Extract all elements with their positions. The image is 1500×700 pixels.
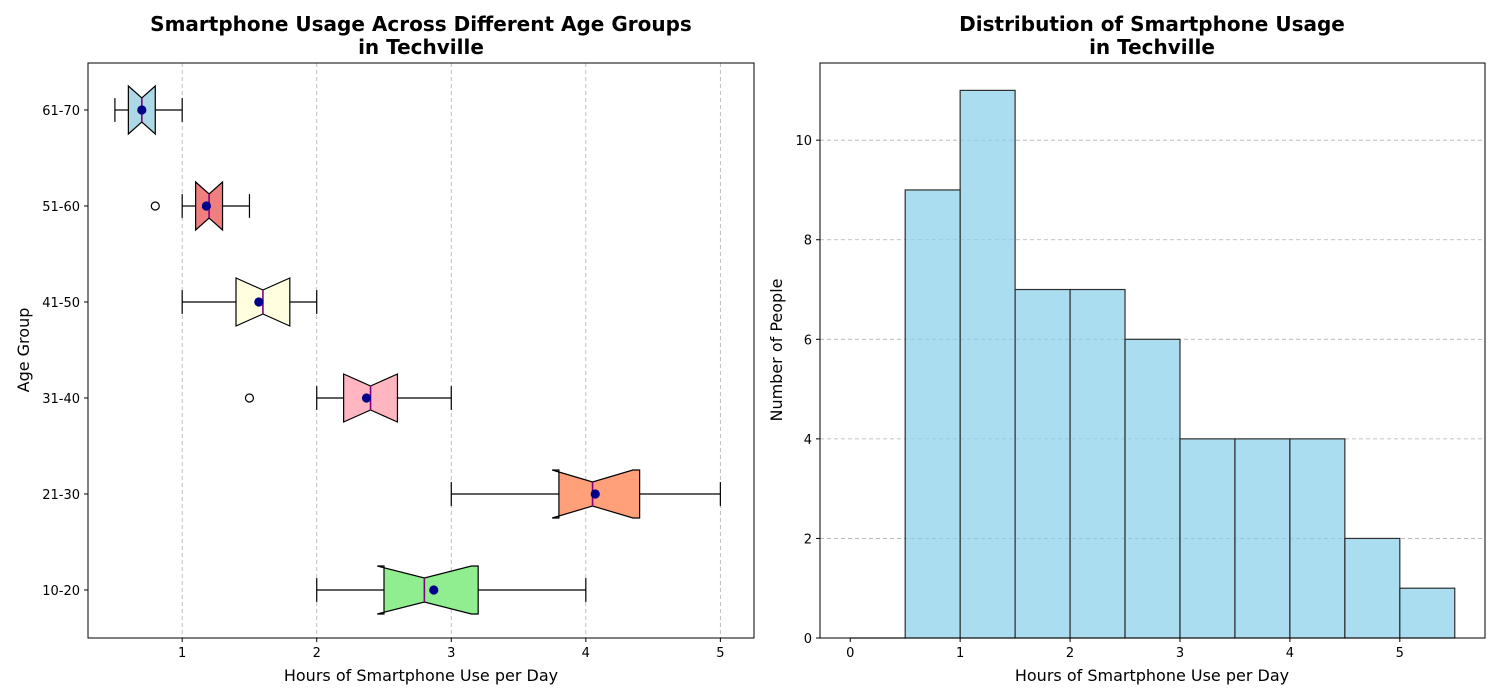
boxplot-y-axis-label: Age Group — [14, 308, 33, 393]
histogram-y-tick-label: 2 — [804, 532, 812, 547]
histogram-bar — [1344, 537, 1401, 639]
boxplot-marks — [114, 84, 721, 615]
boxplot-y-tick-label: 61-70 — [42, 104, 80, 119]
mean-marker — [429, 585, 439, 595]
histogram-x-tick-label: 5 — [1396, 646, 1404, 661]
boxplot-y-tick-label: 41-50 — [42, 296, 80, 311]
histogram-x-tick-label: 1 — [956, 646, 964, 661]
boxplot-chart: Smartphone Usage Across Different Age Gr… — [14, 12, 755, 685]
boxplot-x-axis-label: Hours of Smartphone Use per Day — [284, 666, 558, 685]
histogram-bar — [1069, 288, 1126, 639]
boxplot-x-tick-label: 3 — [447, 646, 455, 661]
histogram-x-tick-label: 4 — [1286, 646, 1294, 661]
mean-marker — [254, 297, 264, 307]
box-10-20 — [377, 565, 479, 615]
histogram-title-line-1: Distribution of Smartphone Usage — [959, 12, 1345, 36]
outlier-point — [150, 201, 160, 211]
outlier-point — [244, 393, 255, 403]
histogram-ticks: 0 2 4 6 8 10 0 1 2 3 4 5 — [795, 134, 1404, 661]
mean-marker — [201, 201, 211, 211]
mean-marker — [361, 393, 372, 403]
histogram-x-tick-label: 0 — [846, 646, 854, 661]
mean-marker — [590, 489, 600, 499]
histogram-plot-area — [819, 62, 1486, 639]
histogram-chart: Distribution of Smartphone Usage in Tech… — [767, 12, 1486, 685]
histogram-bar — [1289, 438, 1346, 639]
boxplot-x-tick-label: 4 — [582, 646, 590, 661]
histogram-y-axis-label: Number of People — [767, 278, 786, 421]
histogram-bar — [1234, 438, 1291, 639]
histogram-bar — [959, 89, 1016, 639]
histogram-bar — [1124, 338, 1181, 639]
boxplot-x-tick-label: 2 — [313, 646, 321, 661]
boxplot-y-tick-label: 10-20 — [42, 584, 80, 599]
histogram-y-tick-label: 10 — [795, 134, 812, 149]
histogram-y-tick-label: 0 — [804, 632, 812, 647]
histogram-x-tick-label: 2 — [1066, 646, 1074, 661]
boxplot-x-tick-label: 5 — [716, 646, 724, 661]
histogram-bar — [904, 189, 961, 639]
boxplot-y-tick-label: 51-60 — [42, 200, 80, 215]
boxplot-title-line-2: in Techville — [358, 35, 484, 59]
histogram-y-tick-label: 8 — [804, 234, 812, 249]
histogram-bars — [849, 89, 1456, 639]
boxplot-ticks: 1 2 3 4 5 10-20 21-30 31-40 41-50 51-60 61-70 — [42, 104, 724, 661]
histogram-x-tick-label: 3 — [1176, 646, 1184, 661]
boxplot-title-line-1: Smartphone Usage Across Different Age Gr… — [150, 12, 692, 36]
boxplot-plot-area — [87, 62, 755, 639]
histogram-x-axis-label: Hours of Smartphone Use per Day — [1015, 666, 1289, 685]
histogram-title-line-2: in Techville — [1089, 35, 1215, 59]
histogram-bar — [1014, 288, 1071, 639]
histogram-bar — [1179, 438, 1236, 639]
histogram-y-tick-label: 4 — [804, 433, 812, 448]
histogram-bar — [1399, 587, 1456, 639]
boxplot-y-tick-label: 31-40 — [42, 392, 80, 407]
mean-marker — [137, 105, 147, 115]
boxplot-y-tick-label: 21-30 — [42, 488, 80, 503]
boxplot-x-tick-label: 1 — [178, 646, 186, 661]
histogram-y-tick-label: 6 — [804, 333, 812, 348]
boxplot-grid — [181, 63, 721, 638]
